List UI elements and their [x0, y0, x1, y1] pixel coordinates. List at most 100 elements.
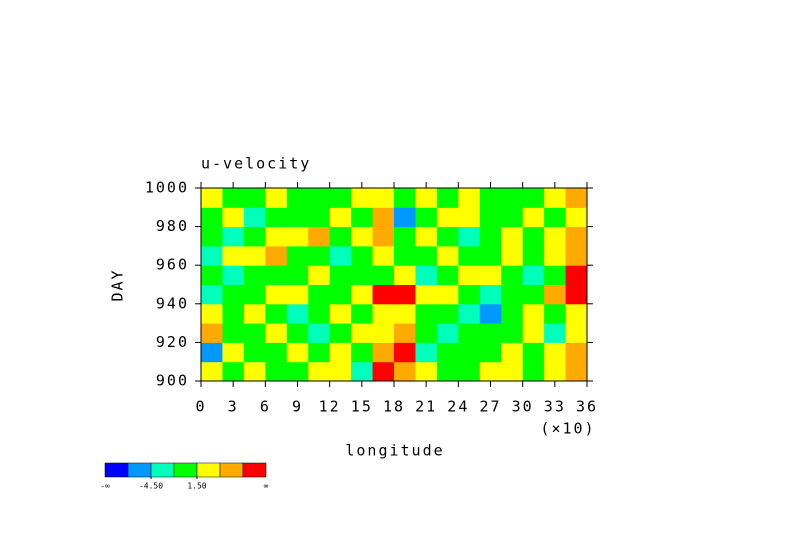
cell: [415, 323, 438, 343]
cell: [565, 245, 588, 266]
cell: [351, 207, 374, 228]
cell: [286, 323, 309, 343]
cell: [308, 245, 331, 266]
cell: [351, 303, 374, 324]
cell: [522, 303, 545, 324]
cell: [243, 188, 266, 208]
x-tick-label: 18: [383, 398, 405, 416]
cell: [415, 188, 438, 208]
cell: [501, 342, 524, 363]
cell: [522, 188, 545, 208]
x-tick-label: 27: [479, 398, 501, 416]
cell: [415, 361, 438, 382]
cell: [544, 245, 567, 266]
y-tick-label: 1000: [145, 179, 189, 197]
cell: [565, 284, 588, 305]
cell: [243, 226, 266, 247]
cell: [243, 265, 266, 285]
cell: [265, 303, 288, 324]
cell: [522, 323, 545, 343]
x-tick-label: 21: [415, 398, 437, 416]
cell: [394, 303, 416, 324]
colorbar-end-label: -∞: [100, 482, 110, 491]
cell: [372, 207, 395, 228]
x-tick-label: 3: [228, 398, 239, 416]
x-tick-label: 36: [576, 398, 598, 416]
cell: [522, 265, 545, 285]
cell: [222, 188, 245, 208]
cell: [544, 226, 567, 247]
y-tick-label: 980: [156, 217, 189, 235]
cell: [329, 303, 352, 324]
cell: [308, 361, 331, 382]
cell: [243, 361, 266, 382]
cell: [522, 342, 545, 363]
cell: [394, 265, 416, 285]
cell: [458, 323, 481, 343]
cell: [286, 303, 309, 324]
cell: [308, 207, 331, 228]
cell: [394, 245, 416, 266]
cell: [243, 342, 266, 363]
cell: [479, 226, 502, 247]
cell: [394, 361, 416, 382]
cell: [286, 226, 309, 247]
cell: [222, 323, 245, 343]
cell: [415, 284, 438, 305]
cell: [544, 361, 567, 382]
cell: [351, 226, 374, 247]
cell: [501, 245, 524, 266]
cell: [565, 226, 588, 247]
cell: [436, 342, 459, 363]
cell: [522, 207, 545, 228]
cell: [222, 342, 245, 363]
cell: [458, 284, 481, 305]
x-tick-label: 12: [319, 398, 341, 416]
y-tick-label: 960: [156, 256, 189, 274]
cell: [458, 226, 481, 247]
cell: [394, 226, 416, 247]
cell: [436, 265, 459, 285]
cell: [544, 323, 567, 343]
cell: [372, 245, 395, 266]
cell: [522, 245, 545, 266]
cell: [308, 303, 331, 324]
cell: [372, 188, 395, 208]
cell: [286, 245, 309, 266]
cell: [565, 303, 588, 324]
cell: [329, 342, 352, 363]
cell: [436, 245, 459, 266]
cell: [458, 265, 481, 285]
cell: [436, 361, 459, 382]
cell: [372, 303, 395, 324]
cell: [501, 361, 524, 382]
cell: [372, 226, 395, 247]
cell: [222, 361, 245, 382]
cell: [265, 226, 288, 247]
cell: [243, 303, 266, 324]
cell: [436, 226, 459, 247]
cell: [479, 323, 502, 343]
cell: [222, 226, 245, 247]
x-tick-label: 9: [292, 398, 303, 416]
cell: [308, 188, 331, 208]
colorbar-end-label: ∞: [264, 482, 269, 491]
cell: [265, 361, 288, 382]
cell: [201, 342, 223, 363]
cell: [222, 265, 245, 285]
cell: [286, 188, 309, 208]
cell: [415, 226, 438, 247]
cell: [351, 323, 374, 343]
cell: [265, 265, 288, 285]
cell: [265, 207, 288, 228]
cell: [329, 361, 352, 382]
cell: [351, 188, 374, 208]
cell: [308, 342, 331, 363]
colorbar-box: [150, 462, 175, 478]
cell: [308, 226, 331, 247]
cell: [351, 284, 374, 305]
cell: [372, 342, 395, 363]
cell: [329, 226, 352, 247]
cell: [201, 188, 223, 208]
